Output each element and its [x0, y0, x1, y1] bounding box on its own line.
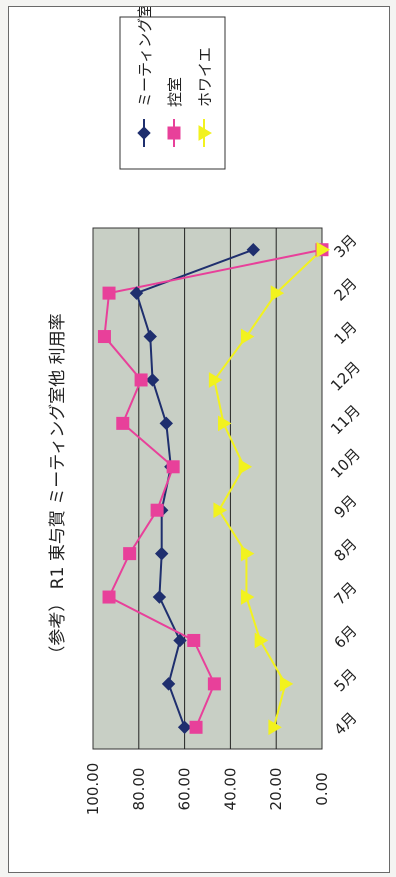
data-point	[270, 285, 285, 301]
y-tick-label: 100.00	[84, 763, 102, 816]
data-point	[316, 241, 330, 258]
legend-marker	[137, 126, 151, 140]
x-tick-label: 9月	[330, 492, 360, 522]
data-point	[218, 415, 232, 432]
series-line	[213, 248, 323, 728]
series-line	[135, 248, 254, 728]
data-point	[116, 416, 130, 430]
data-point	[102, 590, 116, 604]
legend-marker	[198, 125, 212, 141]
y-tick-label: 80.00	[130, 768, 148, 811]
data-point	[240, 328, 255, 345]
data-point	[240, 589, 255, 605]
legend-box	[119, 16, 226, 170]
data-point	[177, 720, 192, 734]
data-point	[150, 503, 164, 517]
data-point	[268, 719, 282, 736]
x-tick-label: 8月	[330, 535, 360, 565]
x-tick-label: 12月	[327, 358, 364, 395]
data-point	[166, 460, 180, 474]
line-chart: 0.00 20.00 40.00 60.00 80.00 100.00 4月 5月 6月 7月 8…	[48, 7, 364, 816]
data-point	[102, 286, 116, 300]
data-point	[143, 329, 157, 344]
data-point	[187, 633, 201, 647]
y-tick-label: 0.00	[313, 772, 331, 805]
x-tick-label: 6月	[330, 622, 360, 652]
x-tick-label: 5月	[330, 665, 360, 695]
data-point	[238, 458, 253, 475]
x-tick-label: 7月	[330, 578, 360, 608]
data-point	[207, 677, 221, 691]
plot-area	[92, 227, 323, 750]
data-point	[134, 373, 148, 387]
x-tick-label: 4月	[330, 709, 360, 739]
chart-title: （参考） R1 東与賀 ミーティング室他 利用率	[48, 313, 68, 662]
data-point	[154, 546, 169, 561]
x-tick-label: 3月	[330, 231, 360, 261]
data-point	[145, 373, 160, 387]
data-point	[129, 286, 144, 300]
series-line	[103, 248, 323, 728]
x-tick-label: 11月	[327, 401, 364, 438]
chart-frame: 0.00 20.00 40.00 60.00 80.00 100.00 4月 5月 6月 7月 8…	[8, 6, 390, 873]
legend-label: ミーティング室	[136, 7, 154, 107]
data-point	[152, 590, 167, 604]
y-tick-label: 60.00	[176, 768, 194, 811]
data-point	[208, 372, 223, 388]
data-point	[97, 330, 111, 344]
y-tick-label: 20.00	[267, 768, 285, 811]
y-tick-label: 40.00	[221, 768, 239, 811]
data-point	[213, 502, 227, 519]
legend-marker	[167, 126, 181, 140]
data-point	[254, 632, 269, 649]
legend-label: ホワイエ	[196, 47, 214, 107]
x-tick-label: 1月	[330, 318, 360, 348]
data-point	[279, 676, 294, 692]
data-point	[189, 720, 203, 734]
data-point	[123, 547, 137, 561]
data-point	[246, 243, 261, 257]
data-point	[161, 677, 176, 691]
legend-label: 控室	[166, 77, 184, 107]
data-point	[240, 545, 255, 562]
x-tick-label: 10月	[327, 445, 364, 482]
data-point	[159, 416, 173, 431]
x-tick-label: 2月	[330, 275, 360, 305]
data-point	[173, 633, 187, 648]
